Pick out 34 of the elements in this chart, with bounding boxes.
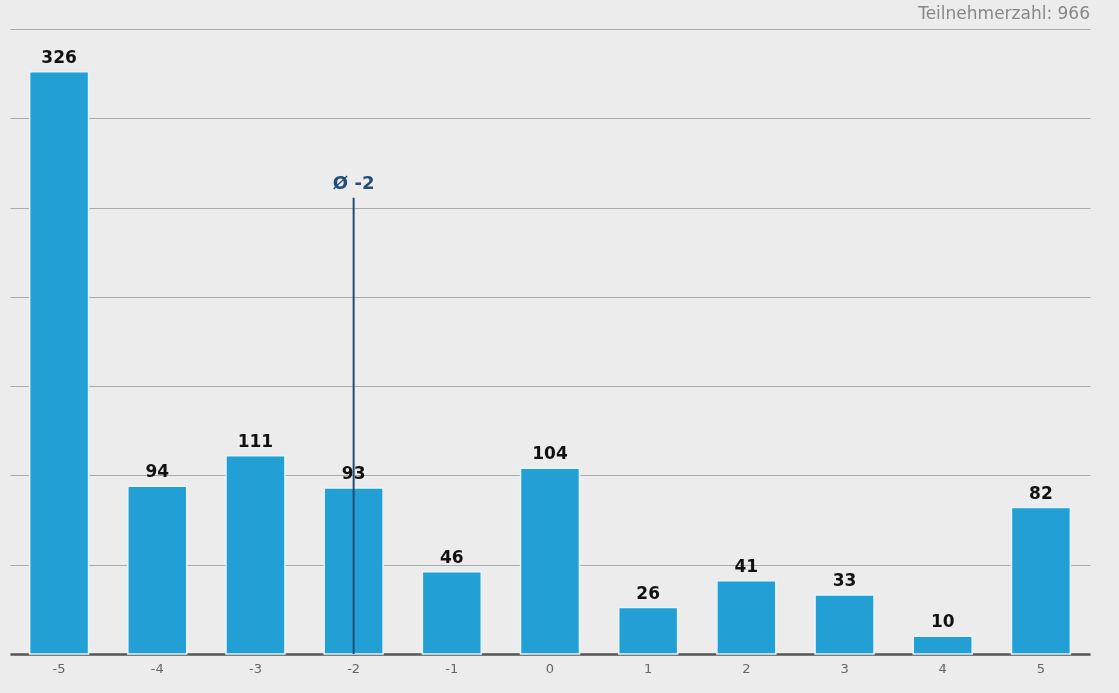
bar (519, 467, 581, 655)
x-tick-label: -4 (150, 660, 164, 676)
bar (912, 635, 973, 655)
data-label: 26 (636, 582, 661, 603)
x-tick-label: -3 (248, 660, 262, 676)
data-label: 10 (930, 611, 955, 632)
data-label: 94 (145, 461, 170, 482)
data-label: 33 (832, 570, 857, 591)
data-label: 111 (237, 430, 274, 451)
x-tick-label: -5 (52, 660, 66, 676)
bar (127, 485, 188, 655)
bar (716, 580, 777, 655)
ref-line-label: Ø -2 (332, 171, 375, 193)
bar (421, 571, 483, 655)
x-tick-label: 3 (840, 660, 849, 676)
x-tick-label: 4 (938, 660, 947, 676)
bar (28, 71, 90, 655)
text: Teilnehmerzahl: 966 (917, 3, 1090, 23)
x-tick-label: -1 (445, 660, 459, 676)
data-label: 82 (1029, 482, 1053, 503)
x-tick-label: 5 (1036, 660, 1046, 676)
bar (323, 487, 384, 655)
bar (1010, 506, 1072, 655)
x-tick-label: 2 (742, 660, 751, 676)
data-label: 46 (439, 546, 464, 567)
data-label: 104 (532, 443, 568, 464)
bar (814, 594, 875, 655)
x-tick-label: -2 (347, 660, 361, 676)
bar (617, 606, 679, 655)
data-label: 41 (734, 555, 759, 576)
x-tick-label: 1 (644, 660, 653, 676)
bar (225, 455, 286, 655)
data-label: 326 (41, 46, 77, 67)
x-tick-label: 0 (545, 660, 555, 676)
